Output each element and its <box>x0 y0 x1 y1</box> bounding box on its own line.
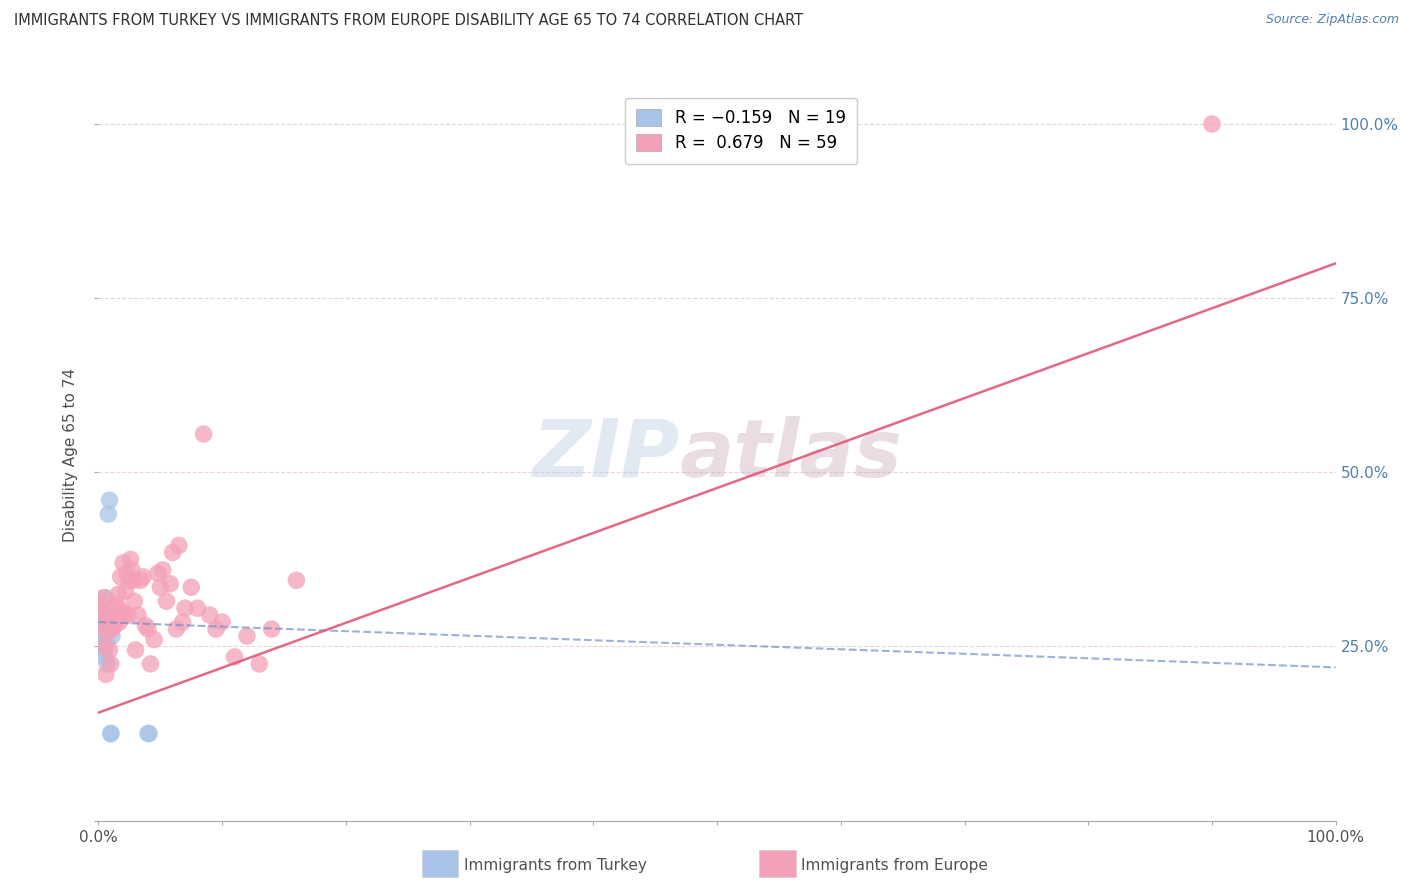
Point <box>138 726 160 740</box>
Point <box>180 580 202 594</box>
Point <box>96 636 118 650</box>
Point <box>198 608 221 623</box>
Point <box>91 615 114 629</box>
Point <box>104 601 127 615</box>
Text: atlas: atlas <box>681 416 903 494</box>
Point <box>93 649 115 664</box>
Point <box>112 608 135 623</box>
Point <box>114 583 136 598</box>
Point <box>247 657 270 671</box>
Legend: R = −0.159   N = 19, R =  0.679   N = 59: R = −0.159 N = 19, R = 0.679 N = 59 <box>624 97 858 164</box>
Point <box>136 622 159 636</box>
Point <box>100 726 122 740</box>
Point <box>103 618 125 632</box>
Text: ZIP: ZIP <box>533 416 681 494</box>
Point <box>162 545 184 559</box>
Point <box>193 427 215 442</box>
Point <box>136 726 159 740</box>
Point <box>118 574 141 588</box>
Point <box>139 657 162 671</box>
Text: Source: ZipAtlas.com: Source: ZipAtlas.com <box>1265 13 1399 27</box>
Point <box>186 601 208 615</box>
Point <box>224 649 246 664</box>
Point <box>155 594 177 608</box>
Text: Immigrants from Turkey: Immigrants from Turkey <box>464 858 647 872</box>
Point <box>152 563 174 577</box>
Point <box>89 622 111 636</box>
Point <box>96 657 118 671</box>
Point <box>101 622 124 636</box>
Point <box>146 566 169 581</box>
Point <box>111 605 134 619</box>
Point <box>90 598 112 612</box>
Point <box>211 615 233 629</box>
Point <box>110 570 132 584</box>
Point <box>121 563 143 577</box>
Point <box>94 591 117 605</box>
Point <box>100 657 122 671</box>
Text: IMMIGRANTS FROM TURKEY VS IMMIGRANTS FROM EUROPE DISABILITY AGE 65 TO 74 CORRELA: IMMIGRANTS FROM TURKEY VS IMMIGRANTS FRO… <box>14 13 803 29</box>
Point <box>127 608 149 623</box>
Point <box>91 605 114 619</box>
Point <box>120 552 142 566</box>
Point <box>159 576 181 591</box>
Point <box>89 618 111 632</box>
Point <box>96 625 118 640</box>
Point <box>93 640 115 654</box>
Y-axis label: Disability Age 65 to 74: Disability Age 65 to 74 <box>63 368 79 542</box>
Point <box>117 608 139 623</box>
Point <box>1201 117 1223 131</box>
Point <box>107 587 129 601</box>
Point <box>94 622 117 636</box>
Point <box>122 574 145 588</box>
Point <box>93 629 115 643</box>
Point <box>236 629 259 643</box>
Point <box>97 612 120 626</box>
Point <box>112 556 135 570</box>
Point <box>134 618 156 632</box>
Point <box>98 643 121 657</box>
Point <box>124 594 146 608</box>
Text: Immigrants from Europe: Immigrants from Europe <box>801 858 988 872</box>
Point <box>93 643 115 657</box>
Point <box>103 615 125 629</box>
Point <box>174 601 197 615</box>
Point <box>108 615 131 629</box>
Point <box>167 539 190 553</box>
Point <box>97 507 120 521</box>
Point <box>90 605 112 619</box>
Point <box>129 574 152 588</box>
Point <box>91 636 114 650</box>
Point <box>143 632 166 647</box>
Point <box>101 629 124 643</box>
Point <box>165 622 187 636</box>
Point <box>93 591 115 605</box>
Point <box>132 570 155 584</box>
Point <box>285 574 308 588</box>
Point <box>98 493 121 508</box>
Point <box>115 566 138 581</box>
Point <box>172 615 194 629</box>
Point <box>205 622 228 636</box>
Point <box>105 598 128 612</box>
Point <box>100 726 122 740</box>
Point <box>93 608 115 623</box>
Point <box>149 580 172 594</box>
Point <box>94 667 117 681</box>
Point <box>260 622 283 636</box>
Point <box>124 643 146 657</box>
